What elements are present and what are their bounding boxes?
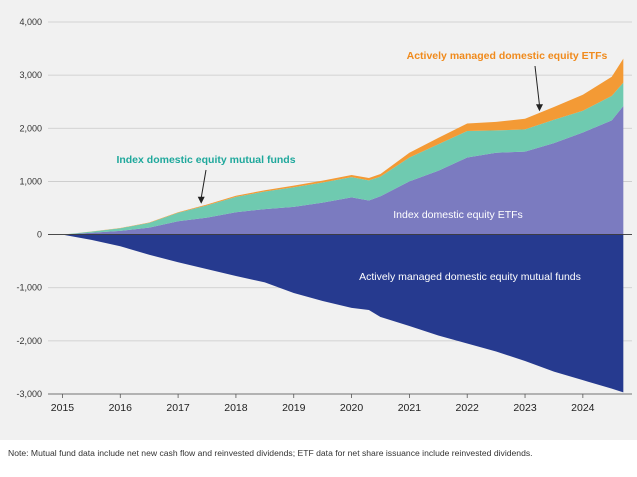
x-tick-label: 2017	[166, 402, 190, 414]
chart-footnote: Note: Mutual fund data include net new c…	[8, 448, 533, 458]
y-tick-label: 1,000	[19, 176, 42, 186]
x-tick-label: 2019	[282, 402, 306, 414]
x-tick-label: 2022	[456, 402, 480, 414]
arrow-index-mutual-funds-head	[197, 196, 205, 204]
x-tick-label: 2024	[571, 402, 595, 414]
x-tick-label: 2018	[224, 402, 248, 414]
annotation-active-mutual-funds: Actively managed domestic equity mutual …	[359, 271, 581, 283]
area-series-4	[62, 234, 624, 393]
annotation-active-etfs: Actively managed domestic equity ETFs	[407, 50, 608, 62]
annotation-index-mutual-funds: Index domestic equity mutual funds	[116, 154, 295, 166]
chart-plot: 4,000 3,000 2,000 1,000 0 -1,000 -2,000 -3,000 2…	[16, 17, 632, 414]
x-tick-label: 2020	[340, 402, 364, 414]
y-tick-label: -2,000	[16, 336, 42, 346]
arrow-index-mutual-funds	[200, 169, 207, 198]
x-tick-label: 2015	[51, 402, 75, 414]
area-series	[62, 58, 624, 393]
y-tick-label: 3,000	[19, 70, 42, 80]
y-tick-label: 2,000	[19, 123, 42, 133]
y-tick-label: -1,000	[16, 283, 42, 293]
area-series-1	[62, 105, 624, 235]
arrow-active-etfs-head	[535, 104, 543, 112]
x-tick-label: 2021	[398, 402, 422, 414]
y-tick-label: -3,000	[16, 389, 42, 399]
annotation-index-etfs: Index domestic equity ETFs	[393, 209, 523, 221]
chart-panel: 4,000 3,000 2,000 1,000 0 -1,000 -2,000 -3,000 2…	[0, 0, 637, 440]
axes: 4,000 3,000 2,000 1,000 0 -1,000 -2,000 -3,000 2…	[16, 17, 632, 414]
y-tick-label: 0	[37, 230, 42, 240]
y-tick-label: 4,000	[19, 17, 42, 27]
x-tick-label: 2016	[109, 402, 133, 414]
arrow-active-etfs	[534, 65, 540, 106]
annotations: Actively managed domestic equity ETFs Ind…	[116, 50, 607, 283]
x-tick-label: 2023	[513, 402, 537, 414]
